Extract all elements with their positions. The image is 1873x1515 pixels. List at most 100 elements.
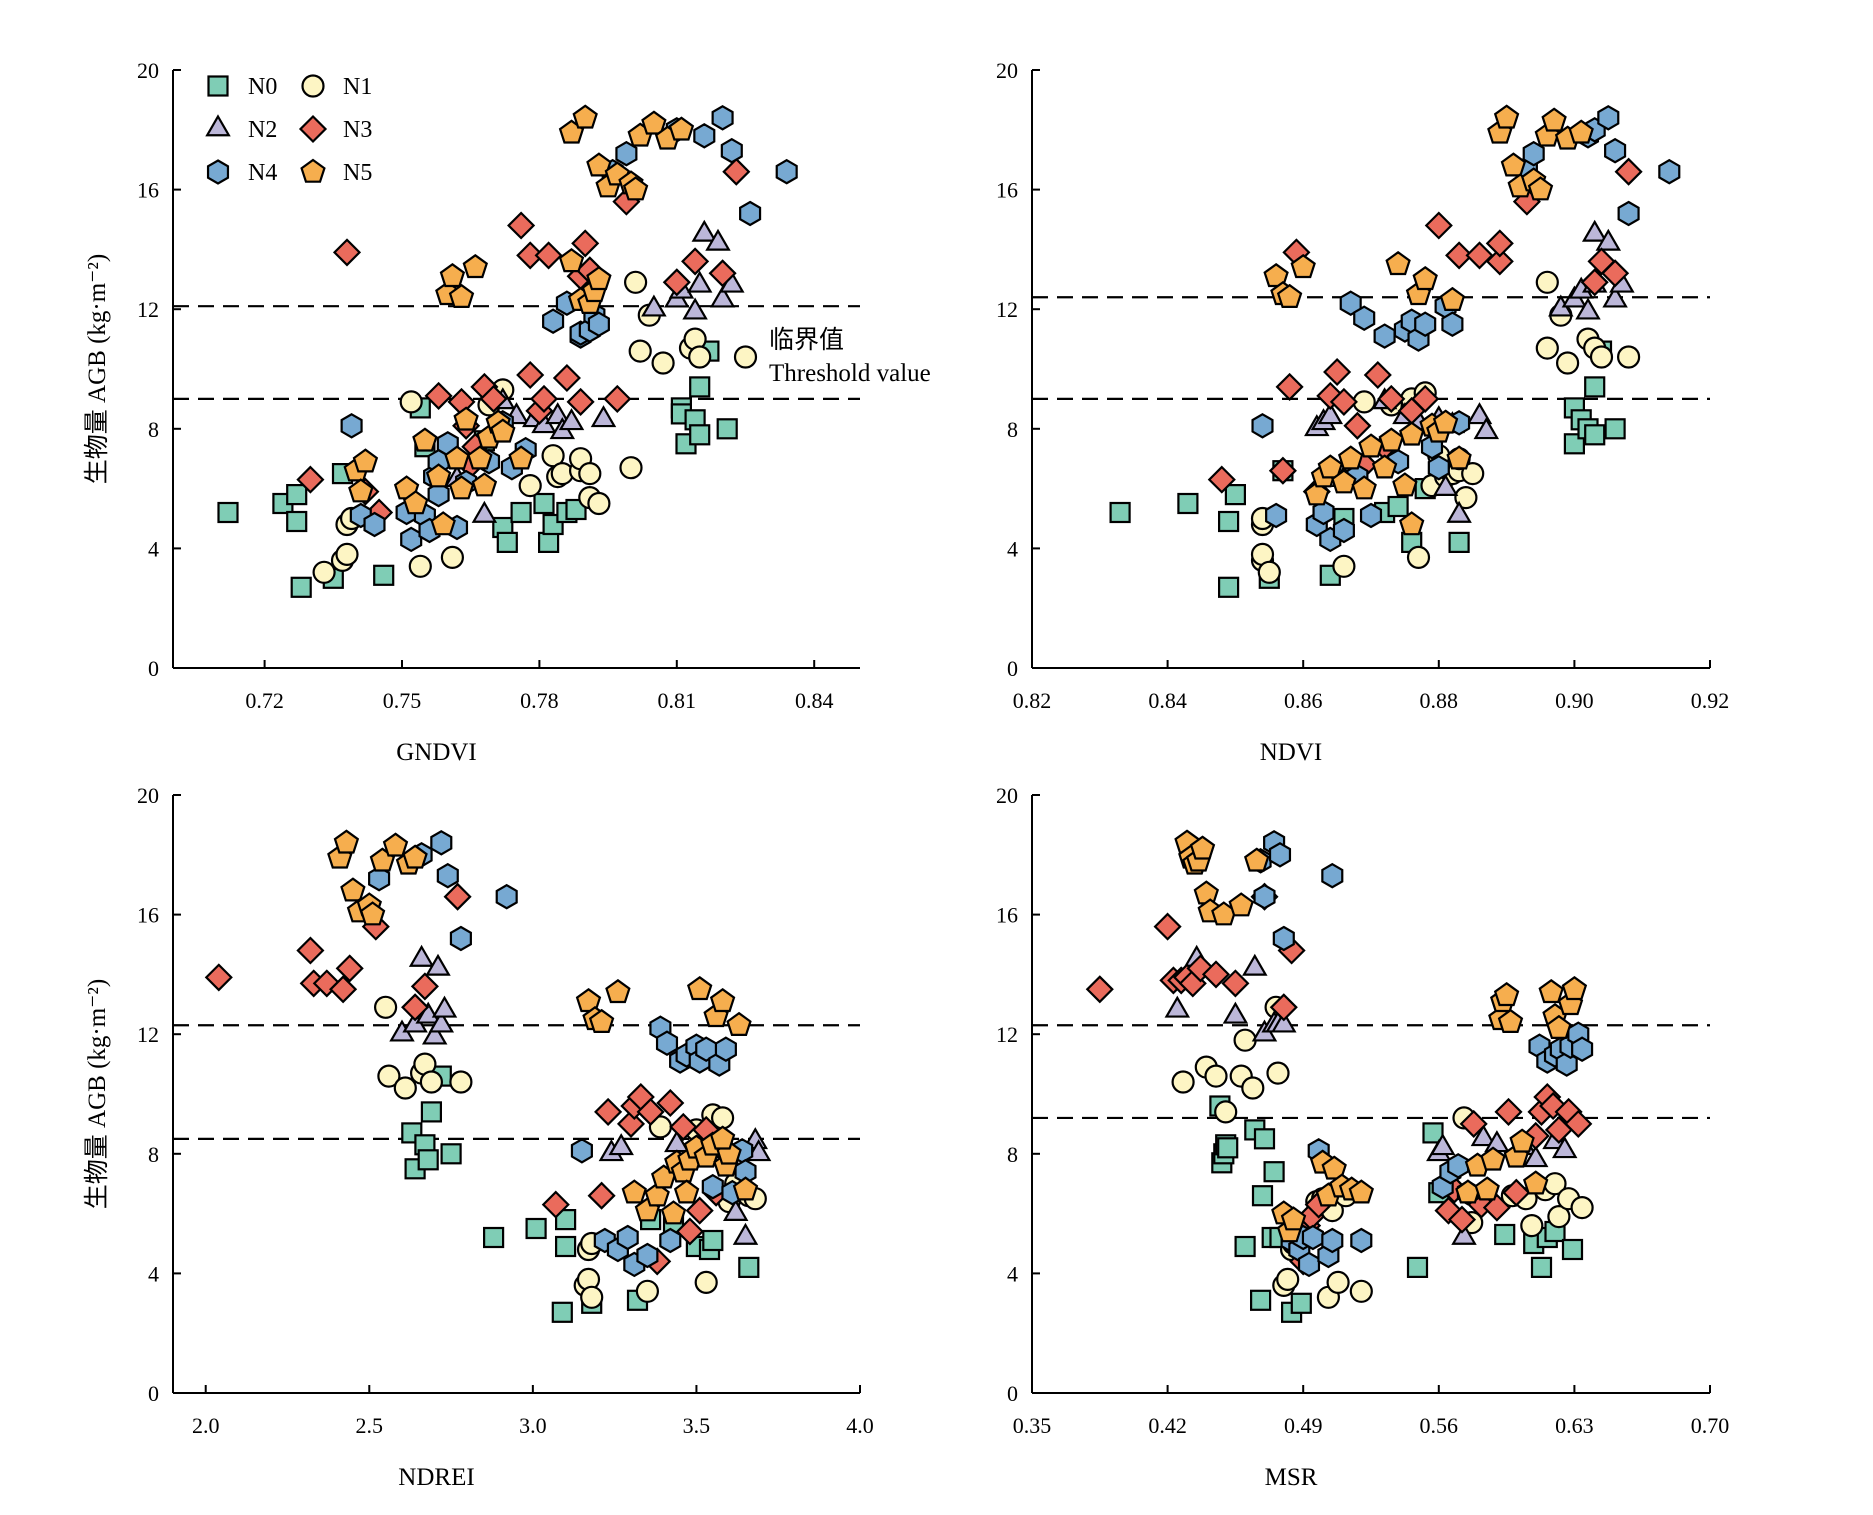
data-point xyxy=(566,387,595,416)
data-point xyxy=(1522,1170,1549,1195)
data-point xyxy=(1251,413,1274,439)
data-point xyxy=(594,1097,623,1126)
data-point xyxy=(1570,1195,1594,1220)
data-point xyxy=(1222,1001,1249,1024)
data-point xyxy=(590,405,617,428)
data-point xyxy=(1266,1061,1290,1085)
data-point xyxy=(1348,1179,1375,1204)
data-point xyxy=(1617,200,1640,227)
data-point xyxy=(1301,1224,1324,1251)
y-tick-label: 4 xyxy=(148,1261,159,1286)
data-point xyxy=(1546,1014,1572,1040)
threshold-annotation-en: Threshold value xyxy=(769,360,931,387)
data-point xyxy=(1326,1270,1350,1295)
data-point xyxy=(701,1173,724,1200)
data-point xyxy=(709,987,736,1013)
data-point xyxy=(702,1229,724,1252)
y-tick-label: 20 xyxy=(996,58,1018,83)
data-point xyxy=(1268,842,1292,868)
y-tick-label: 16 xyxy=(996,903,1018,928)
legend-label: N0 xyxy=(248,74,277,100)
data-point xyxy=(1109,501,1131,524)
data-point xyxy=(1502,1178,1531,1207)
x-tick-label: 4.0 xyxy=(846,1413,874,1438)
data-point xyxy=(1339,290,1362,316)
data-point xyxy=(1575,297,1601,320)
data-point xyxy=(554,1208,577,1231)
data-point xyxy=(693,123,716,149)
data-point xyxy=(335,954,364,983)
data-point xyxy=(1385,250,1411,276)
data-point xyxy=(1349,1279,1373,1303)
x-tick-label: 0.49 xyxy=(1284,1413,1323,1438)
data-point xyxy=(217,501,239,524)
data-point xyxy=(402,844,428,869)
threshold-annotation-zh: 临界值 xyxy=(769,326,844,354)
data-point xyxy=(1538,978,1564,1004)
data-point xyxy=(408,944,435,967)
data-point xyxy=(508,445,534,470)
data-point xyxy=(1392,472,1418,497)
data-point xyxy=(1268,456,1297,485)
data-point xyxy=(682,297,708,320)
series-n4 xyxy=(368,830,757,1278)
data-point xyxy=(427,481,450,508)
data-point xyxy=(636,1097,665,1126)
x-tick-label: 3.5 xyxy=(683,1413,711,1438)
data-point xyxy=(588,1008,615,1034)
data-point xyxy=(668,116,695,141)
data-point xyxy=(603,384,632,413)
data-point xyxy=(635,1279,660,1303)
data-point xyxy=(399,390,423,414)
data-point xyxy=(1601,259,1630,288)
data-point xyxy=(1204,1064,1228,1088)
data-point xyxy=(1551,1136,1578,1159)
data-point xyxy=(1243,847,1270,872)
series-n5 xyxy=(327,829,759,1225)
data-point xyxy=(1297,1251,1321,1278)
data-point xyxy=(558,248,585,273)
data-point xyxy=(544,402,571,425)
legend-label: N5 xyxy=(343,160,372,186)
data-point xyxy=(1447,1205,1477,1234)
x-axis-label: GNDVI xyxy=(396,739,477,766)
x-tick-label: 2.5 xyxy=(356,1413,384,1438)
data-point xyxy=(312,560,336,584)
data-point xyxy=(1377,384,1406,413)
data-point xyxy=(1614,157,1643,186)
x-tick-label: 0.84 xyxy=(795,688,834,713)
data-point xyxy=(296,936,325,965)
y-tick-label: 20 xyxy=(137,58,159,83)
data-point xyxy=(587,311,610,337)
data-point xyxy=(430,830,453,856)
x-axis-label: NDREI xyxy=(398,1464,474,1491)
data-point xyxy=(1561,1238,1584,1261)
data-point xyxy=(1271,1010,1297,1033)
data-point xyxy=(1535,270,1559,294)
y-tick-label: 0 xyxy=(148,656,159,681)
data-point xyxy=(708,259,737,288)
legend-label: N1 xyxy=(343,74,372,100)
data-point xyxy=(533,492,555,515)
data-point xyxy=(673,1179,700,1204)
data-point xyxy=(669,1112,698,1141)
x-tick-label: 0.42 xyxy=(1148,1413,1187,1438)
x-tick-label: 0.81 xyxy=(658,688,697,713)
x-tick-label: 0.88 xyxy=(1420,688,1459,713)
data-point xyxy=(691,219,718,242)
data-point xyxy=(1351,475,1377,500)
data-point xyxy=(1439,286,1466,312)
data-point xyxy=(587,491,611,516)
data-point xyxy=(580,1285,604,1309)
data-point xyxy=(537,531,560,554)
data-point xyxy=(419,1070,443,1094)
data-point xyxy=(534,241,563,270)
data-point xyxy=(1359,502,1383,529)
x-tick-label: 0.35 xyxy=(1013,1413,1052,1438)
data-point xyxy=(738,1256,760,1279)
y-tick-label: 12 xyxy=(996,297,1018,322)
data-point xyxy=(1276,283,1303,309)
data-point xyxy=(1406,1256,1429,1279)
data-point xyxy=(516,360,545,390)
data-point xyxy=(688,345,712,369)
